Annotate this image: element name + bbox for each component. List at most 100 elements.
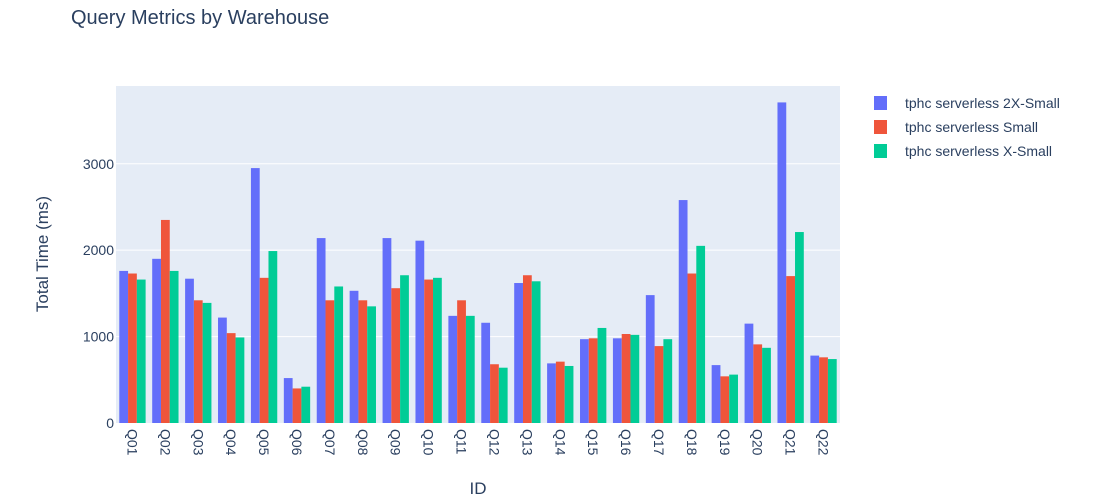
- bar[interactable]: [720, 376, 730, 423]
- bar[interactable]: [498, 367, 508, 423]
- x-tick-label: Q13: [519, 429, 535, 456]
- bar[interactable]: [349, 290, 359, 423]
- bar[interactable]: [457, 300, 466, 423]
- x-tick-label: Q22: [816, 429, 832, 456]
- bar[interactable]: [433, 277, 442, 423]
- x-tick-label: Q10: [421, 429, 437, 456]
- bars-group: [119, 102, 837, 424]
- x-tick-label: Q03: [190, 429, 206, 456]
- bar[interactable]: [367, 306, 376, 423]
- bar[interactable]: [481, 322, 491, 423]
- bar[interactable]: [654, 346, 664, 423]
- bar[interactable]: [218, 317, 227, 423]
- bar[interactable]: [185, 278, 194, 423]
- bar[interactable]: [152, 258, 161, 423]
- bar[interactable]: [160, 219, 170, 423]
- bar[interactable]: [334, 286, 344, 423]
- bar[interactable]: [514, 283, 523, 423]
- bar[interactable]: [325, 300, 335, 423]
- x-tick-label: Q11: [454, 429, 470, 455]
- bar[interactable]: [448, 315, 458, 423]
- x-tick-label: Q15: [585, 429, 601, 456]
- bar[interactable]: [580, 339, 589, 423]
- bar[interactable]: [193, 300, 203, 423]
- bar[interactable]: [119, 270, 129, 423]
- bar[interactable]: [358, 300, 368, 423]
- bar[interactable]: [819, 357, 828, 423]
- gridlines: [116, 163, 840, 338]
- bar[interactable]: [465, 315, 475, 423]
- bar[interactable]: [555, 361, 565, 423]
- bar[interactable]: [415, 240, 425, 423]
- x-tick-labels: Q01 Q02 Q03 Q04 Q05 Q06 Q07 Q08 Q09 Q10 Q11 Q12 Q13 Q…: [124, 429, 831, 456]
- bar[interactable]: [711, 365, 721, 423]
- bar[interactable]: [490, 364, 499, 423]
- bar[interactable]: [810, 355, 820, 423]
- bar[interactable]: [795, 232, 804, 423]
- bar[interactable]: [250, 168, 260, 423]
- bar[interactable]: [128, 273, 137, 423]
- legend-swatch[interactable]: [874, 144, 887, 158]
- legend-label[interactable]: tphc serverless X-Small: [905, 143, 1052, 159]
- bar[interactable]: [663, 339, 673, 423]
- x-tick-label: Q14: [552, 429, 568, 456]
- bar[interactable]: [292, 388, 302, 423]
- bar[interactable]: [531, 281, 541, 423]
- bar[interactable]: [283, 378, 293, 423]
- bar[interactable]: [391, 288, 401, 423]
- bar[interactable]: [382, 238, 392, 423]
- x-tick-label: Q16: [618, 429, 634, 456]
- bar[interactable]: [202, 302, 212, 423]
- x-tick-label: Q20: [750, 429, 766, 456]
- bar[interactable]: [259, 277, 269, 423]
- bar[interactable]: [753, 344, 763, 423]
- legend-swatch[interactable]: [874, 96, 887, 110]
- bar[interactable]: [729, 374, 738, 423]
- bar[interactable]: [235, 337, 245, 423]
- y-axis-title: Total Time (ms): [33, 196, 52, 312]
- bar[interactable]: [522, 275, 532, 423]
- x-tick-label: Q02: [157, 429, 173, 456]
- chart-title: Query Metrics by Warehouse: [71, 7, 329, 29]
- bar[interactable]: [612, 338, 622, 423]
- bar[interactable]: [588, 338, 598, 423]
- x-tick-label: Q18: [684, 429, 700, 456]
- bar[interactable]: [621, 333, 631, 423]
- bar[interactable]: [678, 200, 688, 423]
- x-tick-label: Q06: [289, 429, 305, 456]
- y-tick-label: 1000: [83, 329, 114, 345]
- legend-label[interactable]: tphc serverless 2X-Small: [905, 95, 1060, 111]
- bar[interactable]: [268, 251, 278, 423]
- bar[interactable]: [424, 279, 434, 423]
- bar[interactable]: [597, 327, 607, 423]
- y-tick-label: 3000: [83, 156, 114, 172]
- legend-label[interactable]: tphc serverless Small: [905, 119, 1038, 135]
- bar[interactable]: [226, 333, 236, 423]
- bar[interactable]: [630, 334, 640, 423]
- x-axis-title: ID: [470, 479, 487, 498]
- bar[interactable]: [696, 245, 706, 423]
- x-tick-label: Q21: [783, 429, 799, 456]
- bar[interactable]: [645, 295, 655, 423]
- x-tick-label: Q05: [256, 429, 272, 456]
- bar[interactable]: [762, 347, 771, 423]
- bar[interactable]: [400, 275, 409, 423]
- bar[interactable]: [687, 273, 697, 423]
- legend-swatch[interactable]: [874, 120, 887, 134]
- bar[interactable]: [744, 323, 754, 423]
- x-tick-label: Q04: [223, 429, 239, 456]
- bar[interactable]: [827, 359, 837, 423]
- x-tick-label: Q08: [355, 429, 371, 456]
- bar[interactable]: [316, 238, 326, 423]
- bar[interactable]: [777, 102, 787, 424]
- x-tick-label: Q12: [486, 429, 502, 456]
- x-tick-label: Q19: [717, 429, 733, 456]
- bar[interactable]: [301, 386, 311, 423]
- bar[interactable]: [564, 365, 574, 423]
- x-tick-label: Q07: [322, 429, 338, 456]
- bar[interactable]: [786, 276, 796, 423]
- bar[interactable]: [136, 279, 146, 423]
- y-tick-label: 0: [106, 415, 114, 431]
- bar[interactable]: [169, 270, 179, 423]
- bar[interactable]: [547, 363, 556, 423]
